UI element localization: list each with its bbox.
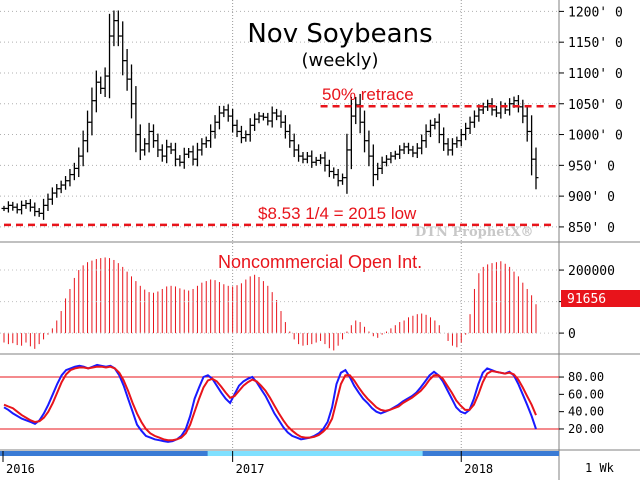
price-tick-label: 850' 0 [568,221,615,236]
oi-panel-label: Noncommercial Open Int. [218,252,422,272]
price-tick-label: 900' 0 [568,190,615,205]
price-y-axis: 850' 0 900' 0 950' 0 1000' 0 1050' 0 1100' 0 1… [559,5,623,236]
stochastic-y-axis: 20.00 40.00 60.00 80.00 [559,370,604,436]
price-tick-label: 1000' 0 [568,129,623,144]
stochastic-tick-label: 20.00 [568,422,604,436]
price-tick-label: 1100' 0 [568,67,623,82]
stochastic-panel-frame [0,355,559,450]
oi-bar-series [3,257,537,351]
price-tick-label: 1150' 0 [568,36,623,51]
price-tick-label: 1200' 0 [568,5,623,20]
year-label: 2016 [6,462,35,476]
chart-title: Nov Soybeans [247,19,432,49]
annotation-label: $8.53 1/4 = 2015 low [258,204,417,223]
time-x-axis: 2016 2017 2018 [0,451,559,476]
timeline-highlight [207,451,423,456]
stochastic-tick-label: 40.00 [568,405,604,419]
watermark: DTN ProphetX® [415,225,534,240]
stochastic-reference-lines [0,376,559,430]
year-label: 2018 [464,462,493,476]
chart-subtitle: (weekly) [302,50,379,71]
stochastic-d-line [3,365,537,442]
oi-last-value: 91656 [567,292,606,307]
annotation-label: 50% retrace [322,85,414,104]
price-ohlc-series [1,10,539,220]
stochastic-tick-label: 80.00 [568,370,604,384]
oi-tick-label: 200000 [568,264,615,279]
price-panel-frame [0,0,559,241]
price-annotations: 50% retrace $8.53 1/4 = 2015 low [4,85,556,227]
year-label: 2017 [236,462,265,476]
price-tick-label: 1050' 0 [568,98,623,113]
timeframe-label: 1 Wk [585,461,615,475]
price-tick-label: 950' 0 [568,159,615,174]
oi-tick-label: 0 [568,327,576,342]
stochastic-tick-label: 60.00 [568,387,604,401]
oi-last-value-badge [561,290,640,307]
stochastic-series [3,363,537,443]
